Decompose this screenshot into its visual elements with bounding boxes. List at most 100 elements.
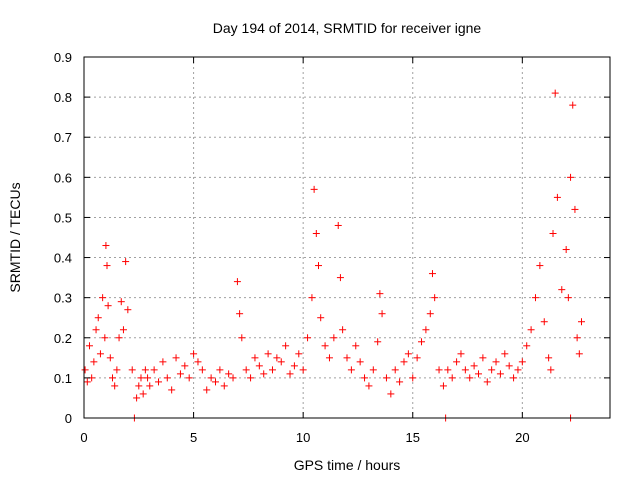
data-point — [347, 366, 355, 374]
data-point — [268, 366, 276, 374]
data-point — [553, 193, 561, 201]
data-point — [361, 374, 369, 382]
data-point — [277, 358, 285, 366]
data-point — [461, 366, 469, 374]
data-point — [101, 334, 109, 342]
data-point — [304, 334, 312, 342]
data-point — [444, 366, 452, 374]
data-points — [81, 89, 586, 422]
data-point — [413, 354, 421, 362]
data-point — [106, 354, 114, 362]
data-point — [133, 394, 141, 402]
y-tick-label: 0.7 — [54, 130, 72, 145]
data-point — [247, 374, 255, 382]
data-point — [404, 350, 412, 358]
data-point — [374, 338, 382, 346]
data-point — [308, 294, 316, 302]
data-point — [578, 318, 586, 326]
x-tick-label: 20 — [515, 430, 529, 445]
data-point — [391, 366, 399, 374]
data-point — [238, 334, 246, 342]
data-point — [547, 366, 555, 374]
data-point — [567, 173, 575, 181]
data-point — [483, 378, 491, 386]
data-point — [176, 370, 184, 378]
data-point — [488, 366, 496, 374]
data-point — [479, 354, 487, 362]
data-point — [330, 334, 338, 342]
y-tick-label: 0.4 — [54, 251, 72, 266]
data-point — [365, 382, 373, 390]
y-tick-label: 0.1 — [54, 371, 72, 386]
data-point — [527, 326, 535, 334]
data-point — [198, 366, 206, 374]
data-point — [282, 342, 290, 350]
grid-lines — [84, 57, 610, 418]
data-point — [163, 374, 171, 382]
data-point — [108, 374, 116, 382]
data-point — [439, 382, 447, 390]
data-point — [290, 362, 298, 370]
data-point — [260, 370, 268, 378]
data-point — [457, 350, 465, 358]
data-point — [94, 314, 102, 322]
data-point — [251, 354, 259, 362]
data-point — [475, 370, 482, 378]
y-axis-label: SRMTID / TECUs — [7, 182, 23, 292]
data-point — [545, 354, 553, 362]
data-point — [540, 318, 548, 326]
data-point — [470, 362, 478, 370]
data-point — [453, 358, 461, 366]
data-point — [185, 374, 193, 382]
data-point — [369, 366, 377, 374]
data-point — [573, 334, 581, 342]
data-point — [569, 101, 577, 109]
data-point — [286, 370, 294, 378]
data-point — [264, 350, 272, 358]
data-point — [255, 362, 263, 370]
data-point — [448, 374, 456, 382]
data-point — [146, 382, 154, 390]
data-point — [551, 89, 559, 97]
data-point — [144, 374, 152, 382]
data-point — [310, 185, 318, 193]
data-point — [356, 358, 364, 366]
axis-ticks: 0 0.1 0.2 0.3 0.4 0.5 0.6 0.7 0.8 0.9 0 5 10 15 20 — [54, 50, 610, 445]
data-point — [376, 290, 384, 298]
data-point — [115, 334, 123, 342]
data-point — [128, 366, 136, 374]
chart-title: Day 194 of 2014, SRMTID for receiver ign… — [213, 20, 482, 36]
x-axis-label: GPS time / hours — [294, 457, 401, 473]
data-point — [396, 378, 404, 386]
data-point — [325, 354, 333, 362]
data-point — [207, 374, 215, 382]
data-point — [81, 366, 89, 374]
data-point — [236, 310, 244, 318]
data-point — [190, 350, 198, 358]
data-point — [229, 374, 237, 382]
data-point — [317, 314, 325, 322]
data-point — [150, 366, 158, 374]
data-point — [99, 294, 107, 302]
data-point — [119, 326, 127, 334]
data-point — [137, 374, 145, 382]
data-point — [575, 350, 583, 358]
data-point — [299, 366, 307, 374]
data-point — [409, 374, 417, 382]
y-tick-label: 0.9 — [54, 50, 72, 65]
data-point — [312, 229, 320, 237]
data-point — [518, 358, 526, 366]
data-point — [336, 274, 344, 282]
x-tick-label: 10 — [296, 430, 310, 445]
data-point — [422, 326, 430, 334]
data-point — [212, 378, 219, 386]
y-tick-label: 0.5 — [54, 210, 72, 225]
data-point — [117, 298, 125, 306]
x-tick-label: 5 — [190, 430, 197, 445]
data-point — [564, 294, 572, 302]
data-point — [400, 358, 408, 366]
data-point — [295, 350, 303, 358]
data-point — [510, 374, 518, 382]
data-point — [181, 362, 189, 370]
